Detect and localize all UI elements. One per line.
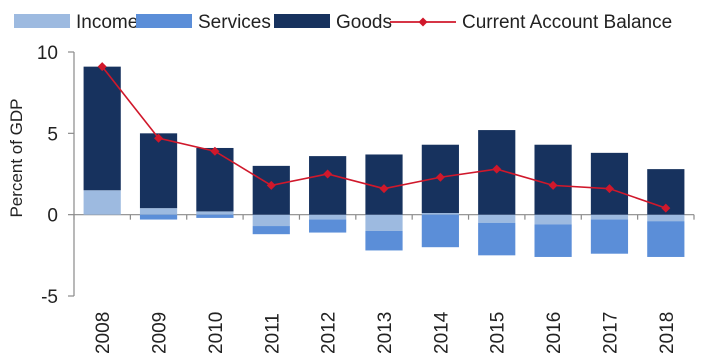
- point-current-account-balance-2010: [210, 146, 220, 156]
- bar-services-2015: [478, 222, 516, 256]
- bar-income-2016: [534, 214, 572, 225]
- point-current-account-balance-2014: [435, 172, 445, 182]
- y-tick-label: 10: [37, 43, 58, 64]
- x-tick-label-2016: 2016: [544, 312, 565, 354]
- point-current-account-balance-2016: [548, 180, 558, 190]
- bar-income-2017: [590, 214, 629, 220]
- bar-services-2010: [196, 214, 234, 218]
- bar-services-2011: [252, 226, 290, 235]
- bar-income-2015: [478, 214, 516, 223]
- y-tick-label: 5: [47, 124, 58, 145]
- legend: Income Services Goods Current Account Balan…: [14, 12, 672, 33]
- bar-goods-2012: [309, 156, 347, 215]
- bar-income-2008: [83, 190, 121, 215]
- bars-layer: [83, 66, 685, 257]
- legend-swatch-services: [136, 14, 192, 28]
- legend-label-goods: Goods: [336, 12, 392, 33]
- bar-income-2011: [252, 214, 290, 227]
- bar-services-2013: [365, 230, 403, 251]
- x-tick-label-2011: 2011: [262, 313, 283, 354]
- bar-goods-2008: [83, 66, 121, 191]
- y-axis-title: Percent of GDP: [7, 98, 26, 217]
- point-current-account-balance-2013: [379, 184, 389, 194]
- y-axis: 10 5 0 -5: [37, 43, 75, 308]
- x-tick-label-2008: 2008: [93, 312, 114, 354]
- x-tick-label-2017: 2017: [600, 312, 621, 354]
- legend-label-services: Services: [198, 12, 271, 33]
- legend-swatch-income: [14, 14, 70, 28]
- bar-income-2010: [196, 211, 234, 215]
- x-tick-label-2015: 2015: [488, 312, 509, 354]
- bar-income-2013: [365, 214, 403, 231]
- y-tick-label: 0: [47, 206, 58, 227]
- bar-services-2012: [309, 219, 347, 233]
- x-tick-label-2012: 2012: [319, 312, 340, 354]
- bar-goods-2017: [590, 152, 629, 215]
- x-axis: 2008 2009 2010 2011 2012 2013 2014 2015 2016 2017…: [73, 214, 695, 354]
- point-current-account-balance-2009: [154, 133, 164, 143]
- bar-services-2016: [534, 224, 572, 257]
- point-current-account-balance-2008: [97, 62, 107, 72]
- point-current-account-balance-2017: [604, 184, 614, 194]
- bar-services-2018: [647, 221, 685, 257]
- bar-services-2009: [139, 214, 178, 220]
- bar-goods-2009: [139, 133, 178, 209]
- point-current-account-balance-2018: [661, 203, 671, 213]
- x-tick-label-2014: 2014: [431, 311, 452, 354]
- point-current-account-balance-2012: [323, 169, 333, 179]
- line-layer: [97, 62, 671, 213]
- bar-income-2018: [647, 214, 685, 222]
- x-tick-label-2009: 2009: [150, 312, 171, 354]
- legend-label-current-account-balance: Current Account Balance: [462, 12, 672, 33]
- point-current-account-balance-2011: [266, 180, 276, 190]
- x-tick-label-2018: 2018: [657, 312, 678, 354]
- y-tick-label: -5: [41, 287, 58, 308]
- legend-swatch-goods: [274, 14, 330, 28]
- bar-services-2014: [421, 214, 459, 248]
- bar-income-2014: [421, 213, 459, 215]
- x-tick-label-2010: 2010: [206, 312, 227, 354]
- bar-goods-2011: [252, 165, 290, 215]
- bar-goods-2016: [534, 144, 572, 215]
- bar-goods-2010: [196, 147, 234, 212]
- legend-marker-current-account-balance: [418, 17, 428, 27]
- bar-services-2017: [590, 219, 629, 254]
- bar-income-2009: [139, 208, 178, 215]
- x-tick-label-2013: 2013: [375, 312, 396, 354]
- bar-income-2012: [309, 214, 347, 220]
- point-current-account-balance-2015: [492, 164, 502, 174]
- legend-label-income: Income: [76, 12, 138, 33]
